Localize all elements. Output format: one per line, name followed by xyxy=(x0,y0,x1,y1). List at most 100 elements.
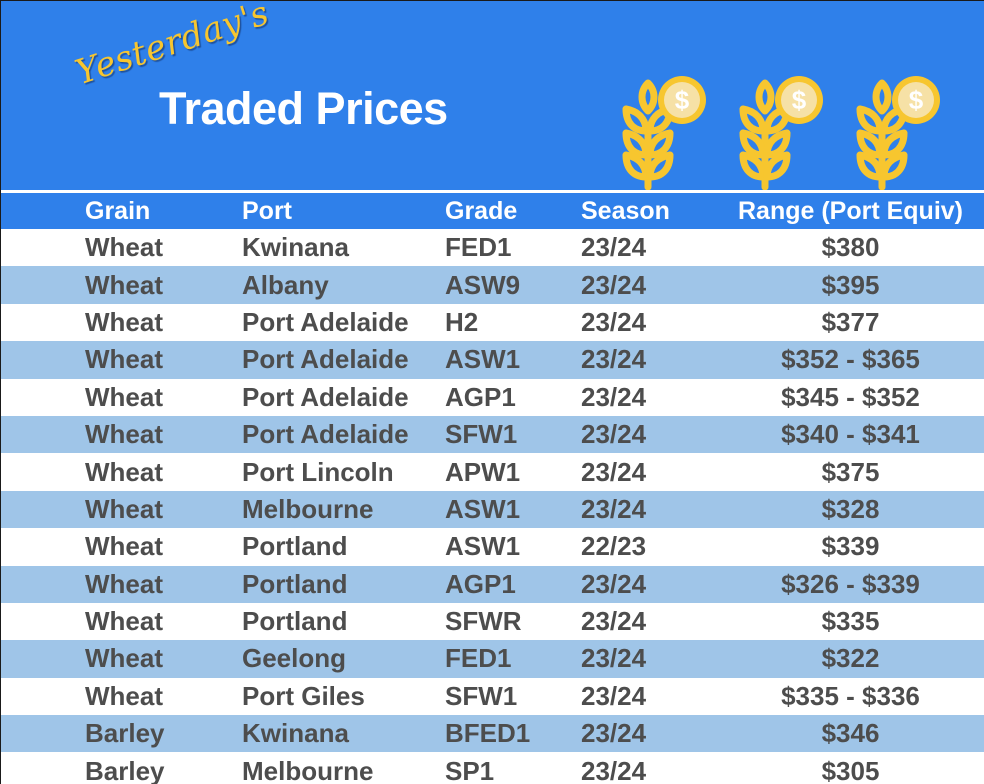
cell-grain: Wheat xyxy=(85,643,163,674)
cell-range: $335 - $336 xyxy=(781,680,920,711)
table-row: Wheat Kwinana FED1 23/24 $380 xyxy=(1,229,984,267)
cell-port: Port Adelaide xyxy=(242,344,409,375)
cell-port: Kwinana xyxy=(242,718,349,749)
cell-season: 23/24 xyxy=(581,493,647,524)
cell-port: Port Adelaide xyxy=(242,306,409,337)
table-body: Wheat Kwinana FED1 23/24 $380 Wheat Albany ASW9… xyxy=(1,229,984,784)
wheat-coin-icon: $ xyxy=(622,76,706,191)
cell-range: $326 - $339 xyxy=(781,568,920,599)
cell-grade: SFWR xyxy=(445,606,522,637)
table-row: Wheat Portland SFWR 23/24 $335 xyxy=(1,602,984,641)
table-row: Wheat Melbourne ASW1 23/24 $328 xyxy=(1,490,984,529)
cell-port: Portland xyxy=(242,606,348,637)
cell-season: 23/24 xyxy=(581,419,647,450)
column-header-grain: Grain xyxy=(85,196,151,225)
cell-season: 23/24 xyxy=(581,606,647,637)
wheat-coin-icon: $ xyxy=(739,76,823,191)
cell-grade: AGP1 xyxy=(445,381,516,412)
cell-season: 23/24 xyxy=(581,306,647,337)
column-header-range: Range (Port Equiv) xyxy=(737,196,963,225)
table-row: Barley Kwinana BFED1 23/24 $346 xyxy=(1,715,984,753)
table-row: Wheat Portland ASW1 22/23 $339 xyxy=(1,528,984,566)
cell-grain: Wheat xyxy=(85,456,163,487)
cell-range: $352 - $365 xyxy=(781,344,920,375)
cell-range: $345 - $352 xyxy=(781,381,920,412)
table-header-row: Grain Port Grade Season Range (Port Equi… xyxy=(1,193,984,229)
cell-season: 23/24 xyxy=(581,680,647,711)
cell-range: $340 - $341 xyxy=(781,419,920,450)
cell-grain: Wheat xyxy=(85,531,163,562)
cell-port: Geelong xyxy=(242,643,347,674)
table-row: Barley Melbourne SP1 23/24 $305 xyxy=(1,752,984,784)
cell-port: Portland xyxy=(242,531,348,562)
title-script: Yesterday's xyxy=(70,0,274,94)
cell-grain: Wheat xyxy=(85,419,163,450)
cell-port: Albany xyxy=(242,269,329,300)
table-row: Wheat Port Lincoln APW1 23/24 $375 xyxy=(1,453,984,491)
cell-season: 23/24 xyxy=(581,456,647,487)
cell-port: Port Lincoln xyxy=(242,456,394,487)
table-row: Wheat Port Adelaide H2 23/24 $377 xyxy=(1,303,984,342)
cell-range: $339 xyxy=(821,531,880,562)
cell-grade: FED1 xyxy=(445,643,512,674)
wheat-coin-icon: $ xyxy=(856,76,940,191)
cell-range: $346 xyxy=(821,718,880,749)
cell-season: 23/24 xyxy=(581,755,647,784)
cell-port: Kwinana xyxy=(242,232,349,263)
cell-range: $380 xyxy=(821,232,880,263)
cell-grade: SFW1 xyxy=(445,680,518,711)
cell-grain: Wheat xyxy=(85,680,163,711)
cell-port: Melbourne xyxy=(242,755,374,784)
svg-text:$: $ xyxy=(675,85,690,115)
cell-grain: Wheat xyxy=(85,232,163,263)
cell-grain: Wheat xyxy=(85,493,163,524)
cell-grade: ASW1 xyxy=(445,493,521,524)
cell-grade: FED1 xyxy=(445,232,512,263)
cell-grade: SFW1 xyxy=(445,419,518,450)
cell-grain: Barley xyxy=(85,718,165,749)
column-header-port: Port xyxy=(242,196,292,225)
page-title: Traded Prices xyxy=(159,83,448,134)
cell-grade: ASW1 xyxy=(445,344,521,375)
cell-grade: ASW1 xyxy=(445,531,521,562)
cell-season: 23/24 xyxy=(581,568,647,599)
column-header-season: Season xyxy=(581,196,670,225)
cell-grain: Wheat xyxy=(85,306,163,337)
svg-text:$: $ xyxy=(909,85,924,115)
cell-port: Port Adelaide xyxy=(242,381,409,412)
cell-range: $395 xyxy=(821,269,880,300)
cell-season: 23/24 xyxy=(581,344,647,375)
title-banner: Yesterday's Traded Prices $ xyxy=(1,0,984,191)
cell-season: 23/24 xyxy=(581,718,647,749)
cell-grade: ASW9 xyxy=(445,269,521,300)
cell-season: 23/24 xyxy=(581,381,647,412)
svg-text:$: $ xyxy=(792,85,807,115)
table-row: Wheat Port Adelaide AGP1 23/24 $345 - $352 xyxy=(1,378,984,416)
icon-group: $ $ xyxy=(616,69,944,191)
cell-grade: AGP1 xyxy=(445,568,516,599)
cell-grain: Wheat xyxy=(85,568,163,599)
cell-grain: Wheat xyxy=(85,381,163,412)
cell-season: 23/24 xyxy=(581,232,647,263)
cell-range: $305 xyxy=(821,755,880,784)
cell-grade: H2 xyxy=(445,306,479,337)
cell-grain: Wheat xyxy=(85,344,163,375)
banner-divider xyxy=(1,190,984,193)
cell-range: $328 xyxy=(821,493,880,524)
column-header-grade: Grade xyxy=(445,196,518,225)
cell-port: Port Adelaide xyxy=(242,419,409,450)
cell-grain: Barley xyxy=(85,755,165,784)
table-row: Wheat Portland AGP1 23/24 $326 - $339 xyxy=(1,565,984,603)
cell-season: 23/24 xyxy=(581,269,647,300)
cell-season: 22/23 xyxy=(581,531,647,562)
cell-port: Portland xyxy=(242,568,348,599)
table-row: Wheat Albany ASW9 23/24 $395 xyxy=(1,266,984,304)
prices-table: Grain Port Grade Season Range (Port Equi… xyxy=(1,193,984,784)
cell-range: $335 xyxy=(821,606,880,637)
cell-range: $322 xyxy=(821,643,880,674)
cell-grade: APW1 xyxy=(445,456,521,487)
cell-grade: SP1 xyxy=(445,755,495,784)
cell-grain: Wheat xyxy=(85,606,163,637)
table-row: Wheat Port Adelaide SFW1 23/24 $340 - $341 xyxy=(1,415,984,454)
